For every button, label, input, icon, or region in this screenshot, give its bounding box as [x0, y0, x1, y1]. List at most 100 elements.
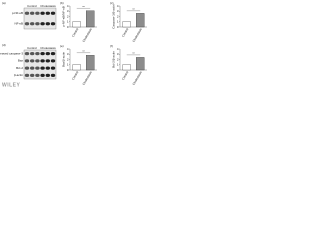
y-tick-label: 4 — [117, 47, 119, 51]
column-label: Cholestasis — [40, 4, 56, 8]
band — [30, 73, 35, 77]
bar — [86, 55, 95, 71]
x-tick-label: Cholestasis — [132, 27, 143, 43]
y-tick-label: 4 — [67, 4, 69, 8]
band — [24, 66, 30, 70]
band — [40, 52, 45, 56]
significance: ** — [132, 7, 135, 11]
bar — [86, 10, 95, 28]
column-label: Control — [27, 4, 37, 8]
band — [30, 22, 35, 26]
y-tick-label: 0 — [67, 25, 69, 29]
y-tick-label: 1 — [67, 20, 69, 24]
panel-label: (a) — [2, 1, 6, 5]
bar — [122, 64, 131, 71]
blot-frame — [23, 7, 57, 30]
bar — [72, 21, 81, 28]
band — [35, 52, 40, 56]
band — [40, 59, 45, 63]
y-tick-label: 3 — [67, 52, 69, 56]
band — [45, 22, 50, 26]
band — [50, 73, 56, 77]
band — [50, 22, 56, 26]
y-axis-label: Bax/β-actin — [61, 52, 65, 67]
row-label: Bcl-2 — [16, 66, 23, 70]
y-axis-label: p-NF-κB/NF-κB — [61, 6, 65, 27]
significance: ** — [82, 49, 85, 53]
y-tick-label: 0 — [117, 68, 119, 72]
y-tick-label: 0 — [117, 25, 119, 29]
band — [50, 66, 56, 70]
band — [45, 73, 50, 77]
significance: ** — [82, 5, 85, 9]
watermark: WILEY — [2, 82, 20, 88]
band — [24, 73, 30, 77]
y-tick-label: 2 — [67, 14, 69, 18]
band — [50, 11, 56, 15]
y-tick-label: 1 — [117, 63, 119, 67]
band — [40, 11, 45, 15]
significance: ** — [132, 51, 135, 55]
band — [35, 22, 40, 26]
x-tick-label: Cholestasis — [82, 70, 93, 86]
row-label: Cleaved caspase-3 — [0, 51, 23, 55]
y-tick-label: 3 — [67, 9, 69, 13]
band — [45, 11, 50, 15]
row-label: β-actin — [14, 73, 23, 77]
band — [40, 73, 45, 77]
band — [50, 52, 56, 56]
band — [35, 11, 40, 15]
band — [35, 59, 40, 63]
band — [40, 22, 45, 26]
x-tick-label: Control — [71, 70, 79, 81]
y-tick-label: 0 — [67, 68, 69, 72]
y-tick-label: 2 — [117, 57, 119, 61]
bar — [72, 64, 81, 71]
band — [24, 11, 30, 15]
panel-label: (c) — [110, 1, 114, 5]
band — [30, 11, 35, 15]
y-axis-label: Caspase-3/β-actin — [111, 4, 115, 29]
y-tick-label: 2 — [67, 57, 69, 61]
row-label: Bax — [18, 59, 24, 63]
band — [24, 22, 30, 26]
band — [45, 52, 50, 56]
column-label: Cholestasis — [40, 46, 56, 50]
y-tick-label: 1 — [117, 20, 119, 24]
figure: WILEY (a)Control Cholestasisp-NF-κBNF-κB(… — [0, 1, 147, 88]
panel-label: (f) — [110, 44, 113, 48]
band — [24, 59, 30, 63]
blot-frame — [23, 49, 57, 80]
band — [35, 73, 40, 77]
band — [30, 52, 35, 56]
bar — [136, 13, 145, 28]
row-label: p-NF-κB — [12, 11, 23, 15]
x-tick-label: Control — [121, 27, 129, 38]
x-tick-label: Control — [71, 27, 79, 38]
band — [30, 59, 35, 63]
y-tick-label: 3 — [117, 52, 119, 56]
y-axis-label: Bcl-2/β-actin — [111, 51, 115, 68]
band — [45, 59, 50, 63]
band — [40, 66, 45, 70]
x-tick-label: Control — [121, 70, 129, 81]
y-tick-label: 4 — [67, 47, 69, 51]
bar — [122, 21, 131, 28]
y-tick-label: 3 — [117, 9, 119, 13]
y-tick-label: 2 — [117, 14, 119, 18]
page: WILEY (a) Control Cholestasis p-NF-κB NF-κB(… — [0, 0, 150, 89]
row-label: NF-κB — [15, 22, 24, 26]
panel-label: (e) — [60, 44, 64, 48]
y-tick-label: 1 — [67, 63, 69, 67]
column-label: Control — [27, 46, 37, 50]
panel-label: (b) — [60, 1, 64, 5]
band — [45, 66, 50, 70]
x-tick-label: Cholestasis — [132, 70, 143, 86]
band — [24, 52, 30, 56]
y-tick-label: 4 — [117, 4, 119, 8]
band — [35, 66, 40, 70]
band — [30, 66, 35, 70]
bar — [136, 57, 145, 71]
panel-label: (d) — [2, 43, 6, 47]
band — [50, 59, 56, 63]
